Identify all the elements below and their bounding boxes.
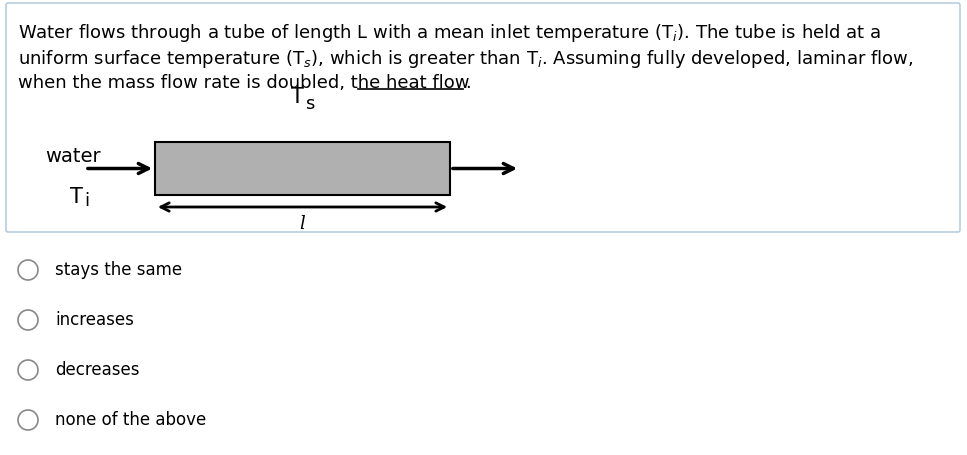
Text: Water flows through a tube of length L with a mean inlet temperature (T$_i$). Th: Water flows through a tube of length L w… (18, 22, 881, 44)
Text: T: T (291, 87, 304, 107)
Text: s: s (306, 95, 315, 113)
Text: stays the same: stays the same (55, 261, 182, 279)
Text: i: i (84, 192, 89, 210)
Text: when the mass flow rate is doubled, the heat flow: when the mass flow rate is doubled, the … (18, 74, 470, 92)
FancyBboxPatch shape (6, 3, 960, 232)
Text: T: T (70, 187, 83, 207)
Bar (155, 142, 450, 195)
Text: .: . (465, 74, 471, 92)
Text: uniform surface temperature (T$_s$), which is greater than T$_i$. Assuming fully: uniform surface temperature (T$_s$), whi… (18, 48, 913, 70)
Text: l: l (300, 215, 306, 233)
Text: decreases: decreases (55, 361, 139, 379)
Text: water: water (45, 147, 101, 166)
Text: increases: increases (55, 311, 133, 329)
Text: none of the above: none of the above (55, 411, 206, 429)
